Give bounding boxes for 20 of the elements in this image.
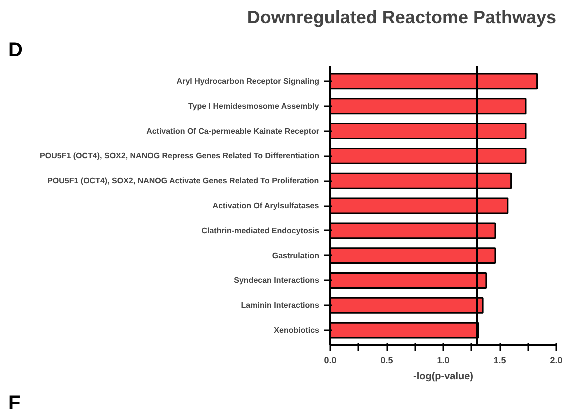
y-tick-label: POU5F1 (OCT4), SOX2, NANOG Activate Genes Related To Proliferation bbox=[48, 176, 320, 186]
y-tick-label: Activation Of Arylsulfatases bbox=[212, 202, 320, 210]
x-tick-label: 1.5 bbox=[494, 356, 506, 366]
x-axis-title: -log(p-value) bbox=[414, 372, 474, 382]
y-tick-label: Activation Of Ca-permeable Kainate Receptor bbox=[146, 126, 320, 136]
chart-title: Downregulated Reactome Pathways bbox=[247, 8, 557, 28]
y-tick-label: Laminin Interactions bbox=[241, 301, 320, 310]
x-tick-label: 0.0 bbox=[324, 356, 337, 366]
y-tick-label: Type I Hemidesmosome Assembly bbox=[188, 102, 320, 111]
y-tick-label: Xenobiotics bbox=[274, 326, 320, 336]
y-tick-label: Clathrin-mediated Endocytosis bbox=[202, 226, 320, 236]
x-tick-label: 1.0 bbox=[437, 356, 450, 366]
x-tick-label: 0.5 bbox=[380, 356, 394, 366]
y-tick-label: Aryl Hydrocarbon Receptor Signaling bbox=[176, 76, 320, 86]
text: D bbox=[8, 40, 23, 62]
y-tick-label: Gastrulation bbox=[272, 251, 320, 260]
text: F bbox=[8, 392, 21, 414]
x-tick-label: 2.0 bbox=[550, 356, 563, 366]
y-tick-label: POU5F1 (OCT4), SOX2, NANOG Repress Genes Related To Differentiation bbox=[40, 152, 320, 161]
y-tick-label: Syndecan Interactions bbox=[234, 276, 320, 286]
